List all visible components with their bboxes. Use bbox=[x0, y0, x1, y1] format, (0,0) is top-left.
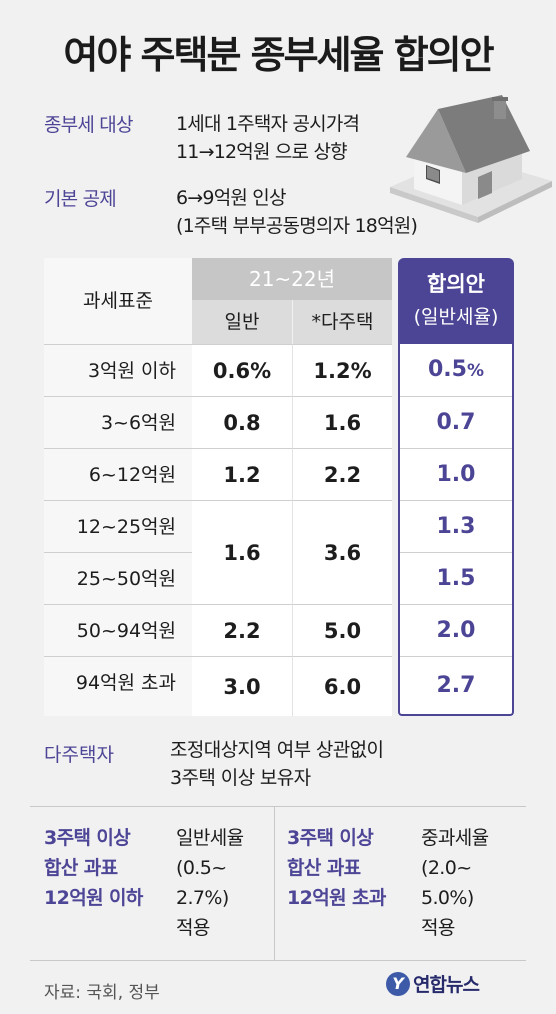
agreement-rate-0-value: 0.5 bbox=[427, 357, 467, 382]
page-title: 여야 주택분 종부세율 합의안 bbox=[63, 33, 494, 77]
agreement-rate-3: 1.3 bbox=[400, 500, 512, 552]
multi-rate-0: 1.2% bbox=[292, 344, 392, 396]
agreement-rate-5: 2.0 bbox=[400, 604, 512, 656]
box-over-12: 3주택 이상 합산 과표 12억원 초과 중과세율 (2.0~ 5.0%) 적용 bbox=[274, 806, 526, 960]
header-multi: *다주택 bbox=[292, 300, 392, 344]
box-under-12: 3주택 이상 합산 과표 12억원 이하 일반세율 (0.5~ 2.7%) 적용 bbox=[30, 806, 274, 960]
header-general: 일반 bbox=[192, 300, 292, 344]
yonhap-logo-icon: Y bbox=[386, 971, 410, 996]
deduction-label: 기본 공제 bbox=[44, 188, 117, 210]
box-over-12-title: 3주택 이상 합산 과표 12억원 초과 bbox=[287, 827, 386, 909]
agreement-rate-6: 2.7 bbox=[400, 656, 512, 714]
row-label-4: 25~50억원 bbox=[44, 552, 192, 604]
header-period: 21~22년 bbox=[192, 258, 392, 300]
agreement-rate-2: 1.0 bbox=[400, 448, 512, 500]
deduction-line-1: 6→9억원 인상 bbox=[176, 187, 286, 209]
multi-rate-5: 5.0 bbox=[292, 604, 392, 656]
agreement-rate-1: 0.7 bbox=[400, 396, 512, 448]
multi-rate-6: 6.0 bbox=[292, 656, 392, 716]
multi-owner-label: 다주택자 bbox=[44, 744, 114, 766]
general-rate-0: 0.6% bbox=[192, 344, 292, 396]
agreement-rate-0: 0.5% bbox=[400, 344, 512, 396]
header-basis: 과세표준 bbox=[83, 290, 153, 312]
multi-rate-merged: 3.6 bbox=[292, 500, 392, 604]
multi-owner-line-2: 3주택 이상 보유자 bbox=[170, 767, 311, 789]
box-over-12-text: 중과세율 (2.0~ 5.0%) 적용 bbox=[421, 827, 489, 939]
multi-rate-1: 1.6 bbox=[292, 396, 392, 448]
publisher-logo: Y 연합뉴스 bbox=[386, 970, 480, 997]
header-left-bg bbox=[44, 258, 192, 344]
row-label-5: 50~94억원 bbox=[44, 604, 192, 656]
row-label-1: 3~6억원 bbox=[44, 396, 192, 448]
deduction-text: 6→9억원 인상 (1주택 부부공동명의자 18억원) bbox=[176, 184, 418, 240]
row-label-2: 6~12억원 bbox=[44, 448, 192, 500]
multi-owner-text: 조정대상지역 여부 상관없이 3주택 이상 보유자 bbox=[170, 736, 384, 792]
agreement-column: 0.5% 0.7 1.0 1.3 1.5 2.0 2.7 bbox=[398, 344, 514, 716]
box-under-12-text: 일반세율 (0.5~ 2.7%) 적용 bbox=[176, 827, 244, 939]
target-label: 종부세 대상 bbox=[44, 114, 133, 136]
multi-owner-line-1: 조정대상지역 여부 상관없이 bbox=[170, 739, 384, 761]
source-note: 자료: 국회, 정부 bbox=[44, 983, 160, 1003]
house-icon bbox=[390, 95, 552, 223]
agreement-rate-4: 1.5 bbox=[400, 552, 512, 604]
header-agreement-sub: (일반세율) bbox=[413, 306, 499, 328]
label-column-bg bbox=[44, 344, 192, 716]
deduction-line-2: (1주택 부부공동명의자 18억원) bbox=[176, 215, 418, 237]
target-line-1: 1세대 1주택자 공시가격 bbox=[176, 113, 360, 135]
general-rate-2: 1.2 bbox=[192, 448, 292, 500]
row-label-0: 3억원 이하 bbox=[44, 344, 192, 396]
header-agreement: 합의안 (일반세율) bbox=[398, 258, 514, 344]
multi-rate-2: 2.2 bbox=[292, 448, 392, 500]
row-label-3: 12~25억원 bbox=[44, 500, 192, 552]
row-label-6: 94억원 초과 bbox=[44, 656, 192, 716]
target-line-2: 11→12억원 으로 상향 bbox=[176, 141, 348, 163]
box-under-12-title: 3주택 이상 합산 과표 12억원 이하 bbox=[44, 827, 143, 909]
target-text: 1세대 1주택자 공시가격 11→12억원 으로 상향 bbox=[176, 110, 360, 166]
agreement-rate-0-unit: % bbox=[466, 361, 485, 381]
general-rate-1: 0.8 bbox=[192, 396, 292, 448]
logo-text: 연합뉴스 bbox=[413, 974, 480, 996]
header-agreement-title: 합의안 bbox=[427, 272, 485, 296]
general-rate-5: 2.2 bbox=[192, 604, 292, 656]
general-rate-6: 3.0 bbox=[192, 656, 292, 716]
general-rate-merged: 1.6 bbox=[192, 500, 292, 604]
bottom-divider bbox=[30, 960, 526, 961]
